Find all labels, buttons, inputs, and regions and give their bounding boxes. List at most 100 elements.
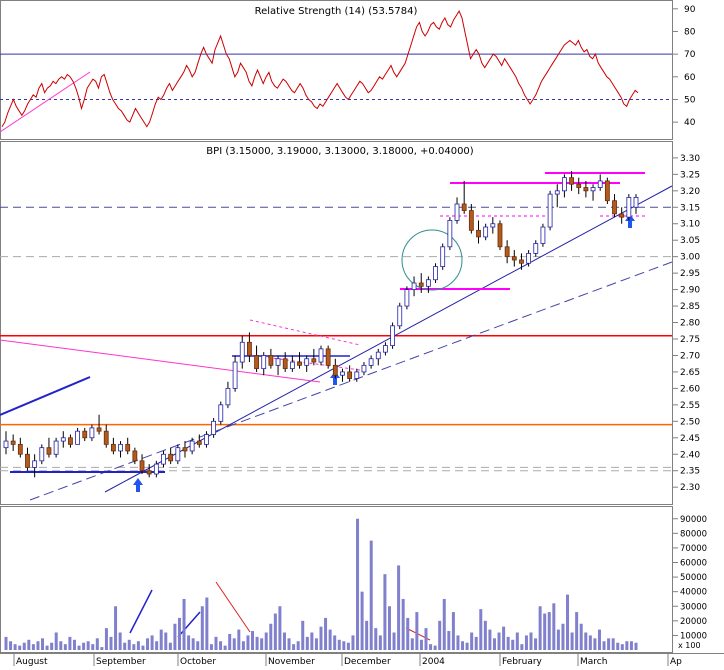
rsi-line — [1, 10, 639, 128]
volume-bar — [77, 645, 81, 650]
volume-bar — [150, 635, 154, 650]
rsi-tick-label: 80 — [684, 27, 696, 37]
volume-panel — [0, 506, 673, 653]
volume-bar — [264, 632, 268, 650]
volume-bar — [474, 636, 478, 650]
volume-bar — [397, 565, 401, 650]
candle — [468, 210, 474, 231]
candle — [118, 443, 123, 452]
rsi-tick-label: 40 — [684, 118, 696, 128]
candle — [576, 183, 582, 188]
x-tick-label: Ap — [670, 657, 682, 666]
x-tick-label: October — [180, 657, 216, 666]
rsi-tick-label: 60 — [684, 73, 696, 83]
volume-bar — [424, 628, 428, 650]
volume-bar — [305, 636, 309, 650]
volume-bar — [401, 598, 405, 650]
volume-bar — [360, 591, 364, 650]
volume-tick-label: 90000 — [680, 515, 707, 525]
candle — [519, 259, 524, 264]
volume-bar — [342, 641, 346, 650]
candle — [53, 440, 59, 455]
price-tick-label: 2.60 — [680, 384, 700, 394]
volume-bar — [301, 620, 305, 650]
volume-bar — [177, 617, 181, 650]
rsi-tick-label: 90 — [684, 5, 696, 15]
volume-bar — [118, 632, 122, 650]
candle — [175, 447, 181, 462]
candle — [604, 180, 610, 202]
candle — [25, 453, 30, 468]
volume-bar — [314, 638, 318, 650]
volume-bar — [429, 644, 433, 650]
candle — [304, 358, 310, 366]
candle — [139, 460, 145, 472]
volume-bar — [451, 612, 455, 650]
candle — [540, 226, 546, 244]
volume-bar — [419, 639, 423, 650]
volume-bar — [209, 644, 213, 650]
volume-bar — [629, 641, 633, 650]
volume-bar — [625, 641, 629, 650]
price-tick-label: 2.70 — [680, 351, 700, 361]
candle — [590, 187, 596, 192]
volume-bar — [18, 645, 22, 650]
volume-bar — [27, 639, 31, 650]
volume-bar — [492, 638, 496, 650]
candle — [418, 282, 424, 287]
candle — [569, 177, 574, 185]
volume-bar — [200, 606, 204, 650]
price-tick-label: 3.00 — [680, 253, 700, 263]
volume-bar — [570, 632, 574, 650]
candle — [404, 289, 410, 307]
volume-bar — [136, 641, 140, 650]
volume-bar — [182, 598, 186, 650]
volume-bar — [296, 641, 300, 650]
candle — [454, 203, 460, 221]
volume-bar — [273, 613, 277, 650]
price-tick-label: 2.55 — [680, 401, 700, 411]
candle — [332, 364, 338, 376]
volume-bar — [365, 620, 369, 650]
candle — [490, 223, 496, 228]
x-tick-label: September — [96, 657, 146, 666]
candle — [289, 361, 295, 370]
volume-bar — [584, 632, 588, 650]
volume-bar — [406, 617, 410, 650]
price-tick-label: 2.30 — [680, 483, 700, 493]
volume-bar — [173, 623, 177, 650]
volume-bar — [575, 612, 579, 650]
volume-bar — [168, 642, 172, 650]
volume-bar — [159, 629, 163, 650]
volume-bar — [438, 620, 442, 650]
candle — [247, 341, 252, 356]
candle — [583, 187, 589, 192]
volume-bar — [529, 632, 533, 650]
volume-bar — [278, 606, 282, 650]
candle — [211, 420, 217, 435]
volume-bar — [547, 612, 551, 650]
volume-bar — [538, 606, 542, 650]
candle — [96, 427, 102, 432]
volume-bar — [260, 638, 264, 650]
volume-bar — [50, 642, 54, 650]
candle — [182, 447, 188, 452]
candle — [383, 345, 388, 353]
volume-bar — [214, 636, 218, 650]
volume-bar — [68, 636, 72, 650]
volume-bar — [566, 594, 570, 650]
volume-bar — [597, 629, 601, 650]
volume-bar — [255, 636, 259, 650]
volume-bar — [196, 641, 200, 650]
volume-tick-label: 80000 — [680, 529, 707, 539]
volume-bar — [36, 641, 40, 650]
volume-bar — [392, 632, 396, 650]
price-tick-label: 3.25 — [680, 170, 700, 180]
volume-bar — [91, 644, 95, 650]
candle — [619, 213, 625, 218]
candle — [161, 453, 166, 465]
candle — [533, 243, 539, 254]
volume-bar — [324, 617, 328, 650]
volume-bar — [292, 644, 296, 650]
